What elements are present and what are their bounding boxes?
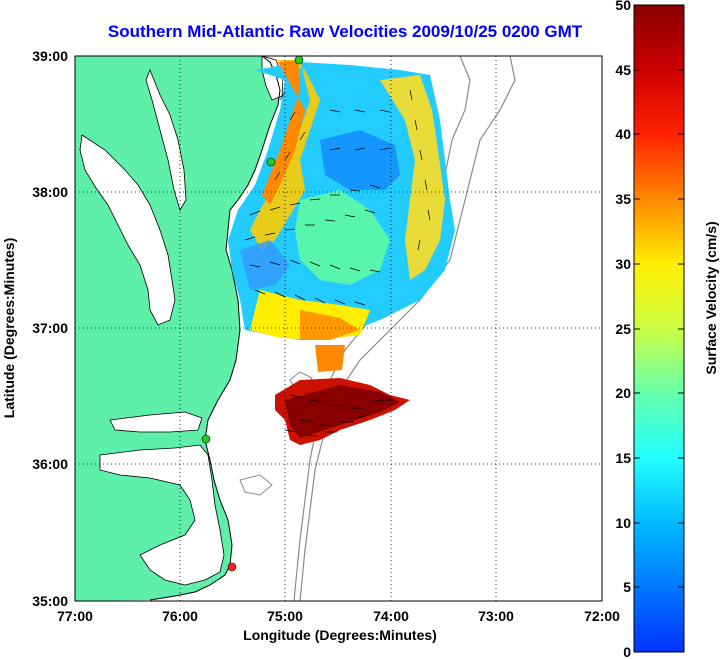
- station-marker-offline: [227, 562, 237, 572]
- y-tick-label: 38:00: [32, 184, 68, 200]
- x-tick-label: 75:00: [267, 608, 303, 624]
- y-axis-label: Latitude (Degrees:Minutes): [1, 238, 17, 418]
- velocity-field-north: [228, 60, 455, 340]
- colorbar-tick-label: 50: [615, 0, 631, 13]
- colorbar-tick-label: 35: [615, 191, 631, 207]
- y-tick-labels: 39:00 38:00 37:00 36:00 35:00: [32, 48, 68, 609]
- colorbar-tick-label: 10: [615, 515, 631, 531]
- x-tick-labels: 77:00 76:00 75:00 74:00 73:00 72:00: [57, 608, 620, 624]
- velocity-field-south: [275, 345, 410, 445]
- y-tick-label: 37:00: [32, 320, 68, 336]
- x-tick-label: 72:00: [584, 608, 620, 624]
- x-tick-label: 73:00: [478, 608, 514, 624]
- y-tick-label: 35:00: [32, 593, 68, 609]
- colorbar-tick-label: 15: [615, 450, 631, 466]
- y-tick-label: 39:00: [32, 48, 68, 64]
- station-marker: [294, 56, 304, 65]
- x-tick-label: 74:00: [373, 608, 409, 624]
- colorbar-tick-label: 0: [623, 644, 631, 659]
- x-tick-label: 77:00: [57, 608, 93, 624]
- grid-lines: [75, 56, 602, 601]
- colorbar-tick-label: 45: [615, 62, 631, 78]
- chesapeake-bay: [79, 134, 176, 326]
- map-title: Southern Mid-Atlantic Raw Velocities 200…: [107, 22, 583, 41]
- colorbar-tick-label: 20: [615, 385, 631, 401]
- colorbar-ticks: [634, 4, 684, 588]
- colorbar-tick-label: 25: [615, 321, 631, 337]
- colorbar-tick-label: 30: [615, 256, 631, 272]
- colorbar-tick-labels: 50 45 40 35 30 25 20 15 10 5 0: [615, 0, 631, 659]
- y-tick-label: 36:00: [32, 456, 68, 472]
- x-axis-label: Longitude (Degrees:Minutes): [243, 627, 437, 643]
- colorbar-label: Surface Velocity (cm/s): [703, 221, 719, 374]
- colorbar-tick-label: 5: [623, 579, 631, 595]
- station-marker: [201, 434, 211, 444]
- velocity-vectors: [244, 89, 431, 437]
- pamlico-sound: [99, 444, 225, 586]
- colorbar-tick-label: 40: [615, 126, 631, 142]
- x-tick-label: 76:00: [162, 608, 198, 624]
- colorbar: [633, 4, 685, 653]
- station-marker: [266, 157, 276, 167]
